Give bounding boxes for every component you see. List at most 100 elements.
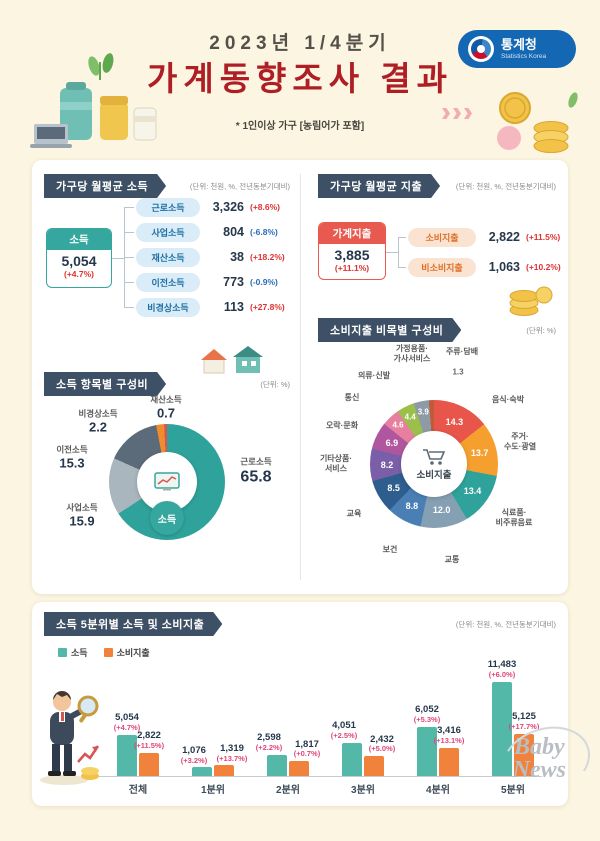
expenditure-total-change: (+11.1%) [334,263,370,274]
income-item-value: 3,326 [212,200,244,214]
income-total-value: 5,054 [61,253,97,269]
section-header-income-composition: 소득 항목별 구성비 [44,372,166,396]
bar-spending [439,748,459,776]
legend-swatch-spending [103,648,113,657]
income-item-value: 113 [223,300,244,314]
connector-line [124,257,134,258]
korea-gov-emblem-icon [468,36,494,62]
expenditure-composition-pie: 소비지출 음식·숙박 14.3 주거· 수도·광열 13.7 식료품· 비주류음료 13.4 교… [312,342,556,588]
bar-label: 5,054 (+4.7%) [113,712,141,732]
pie-segment-label: 주거· 수도·광열 [503,432,537,451]
bar-spending [139,752,159,776]
expenditure-item-row: 소비지출 2,822 (+11.5%) [408,226,560,248]
income-total-label: 소득 [47,229,111,250]
pie-segment-value: 3.9 [417,407,429,417]
income-item-label: 근로소득 [136,197,200,217]
pie-segment-value: 13.4 [463,485,482,496]
pie-segment-label: 가정용품· 가사서비스 [393,344,431,363]
connector-line [124,282,134,283]
babynews-logo-line1: Baby [513,734,565,760]
donut-segment-name: 근로소득 [240,456,272,467]
expenditure-item-value: 1,063 [488,260,520,274]
donut-segment-value: 2.2 [88,419,108,435]
bar-income [342,742,362,776]
connector-line [398,267,406,268]
bar-label: 11,483 (+6.0%) [487,659,517,680]
logo-name-kr: 통계청 [501,37,537,53]
income-item-value: 773 [223,275,244,289]
expenditure-total-label: 가계지출 [319,223,385,244]
expenditure-total-box: 가계지출 3,885 (+11.1%) [318,222,386,280]
column-divider [300,174,301,580]
connector-line [386,252,398,253]
donut-segment-name: 비경상소득 [78,408,118,419]
pie-segment-value: 4.6 [392,420,404,430]
chart-legend: 소득 소비지출 [58,646,150,659]
donut-segment-value: 0.7 [156,405,176,421]
expenditure-item-label: 비소비지출 [408,257,476,277]
donut-segment-label: 비경상소득 2.2 [78,409,117,436]
pie-segment-label: 교통 [444,555,460,564]
unit-note-quintile: (단위: 천원, %, 전년동분기대비) [455,620,556,629]
income-item-row: 재산소득 38 (+18.2%) [136,246,285,268]
donut-center [137,452,197,512]
expenditure-item-value: 2,822 [488,230,520,244]
income-item-label: 비경상소득 [136,297,200,317]
bar-income [267,754,287,776]
section-header-quintile: 소득 5분위별 소득 및 소비지출 [44,612,222,636]
coin-stack-icon [509,286,553,316]
income-item-row: 이전소득 773 (-0.9%) [136,271,278,293]
coins-illustration [497,92,578,153]
chart-icon [154,472,180,491]
bar-income [417,726,437,776]
donut-segment-value: 15.9 [69,513,95,529]
income-total-change: (+4.7%) [64,269,94,280]
expenditure-item-label: 소비지출 [408,227,476,247]
houses-illustration [201,346,263,374]
income-composition-donut: 소득 근로소득 65.8 사업소득 15.9 이전소득 15.3 비경상소득 2.2 재산소득 0… [42,395,292,582]
x-category-label: 3분위 [351,785,375,796]
page-title: 가계동향조사 결과 [146,60,454,97]
babynews-logo-line2: News [512,756,566,783]
legend-item-spending: 소비지출 [103,646,150,659]
connector-line [112,258,124,259]
pie-segment-label: 주류·담배 [445,347,479,356]
pie-segment-value: 8.2 [380,459,394,470]
pie-segment-value: 13.7 [470,447,489,458]
x-category-label: 5분위 [501,785,525,796]
pie-segment-label: 음식·숙박 [491,395,525,404]
section-header-expenditure-composition: 소비지출 비목별 구성비 [318,318,461,342]
unit-note-income-composition: (단위: %) [260,380,290,389]
bar-income [192,767,212,776]
donut-center-label: 소득 [150,501,184,535]
connector-line [124,207,134,208]
bar-label: 1,076 (+3.2%) [180,744,208,765]
pie-segment-label: 교육 [346,509,362,518]
x-category-label: 전체 [128,785,148,796]
legend-swatch-income [58,648,67,657]
donut-segment-label: 재산소득 0.7 [150,395,181,422]
pie-segment-label: 오락·문화 [325,421,359,430]
report-period: 2023년 1/4분기 [209,33,391,54]
x-category-label: 4분위 [426,785,450,796]
bar-label: 2,598 (+2.2%) [255,732,283,753]
pie-segment-value: 1.3 [452,367,464,377]
donut-segment-name: 이전소득 [56,444,88,455]
donut-segment-name: 재산소득 [150,394,182,405]
income-item-label: 재산소득 [136,247,200,267]
expenditure-item-change: (+10.2%) [526,262,561,272]
income-total-box: 소득 5,054 (+4.7%) [46,228,112,288]
pie-segment-label: 기타상품· 서비스 [319,454,353,473]
unit-note-expenditure: (단위: 천원, %, 전년동분기대비) [455,182,556,191]
donut-segment-label: 근로소득 65.8 [240,457,271,488]
legend-item-income: 소득 [58,646,88,659]
unit-note-income: (단위: 천원, %, 전년동분기대비) [189,182,290,191]
pie-segment-value: 12.0 [432,505,451,516]
expenditure-item-change: (+11.5%) [526,232,561,242]
bar-label: 2,822 (+11.5%) [133,730,165,751]
person-magnifier-illustration [40,691,100,785]
pie-segment-value: 14.3 [445,416,464,427]
income-item-row: 비경상소득 113 (+27.8%) [136,296,285,318]
quintile-bar-chart: 5,054 (+4.7%) 2,822 (+11.5%) 전체 1,076 (+3.2%) 1… [98,650,542,796]
bar-label: 2,432 (+5.0%) [368,733,396,754]
